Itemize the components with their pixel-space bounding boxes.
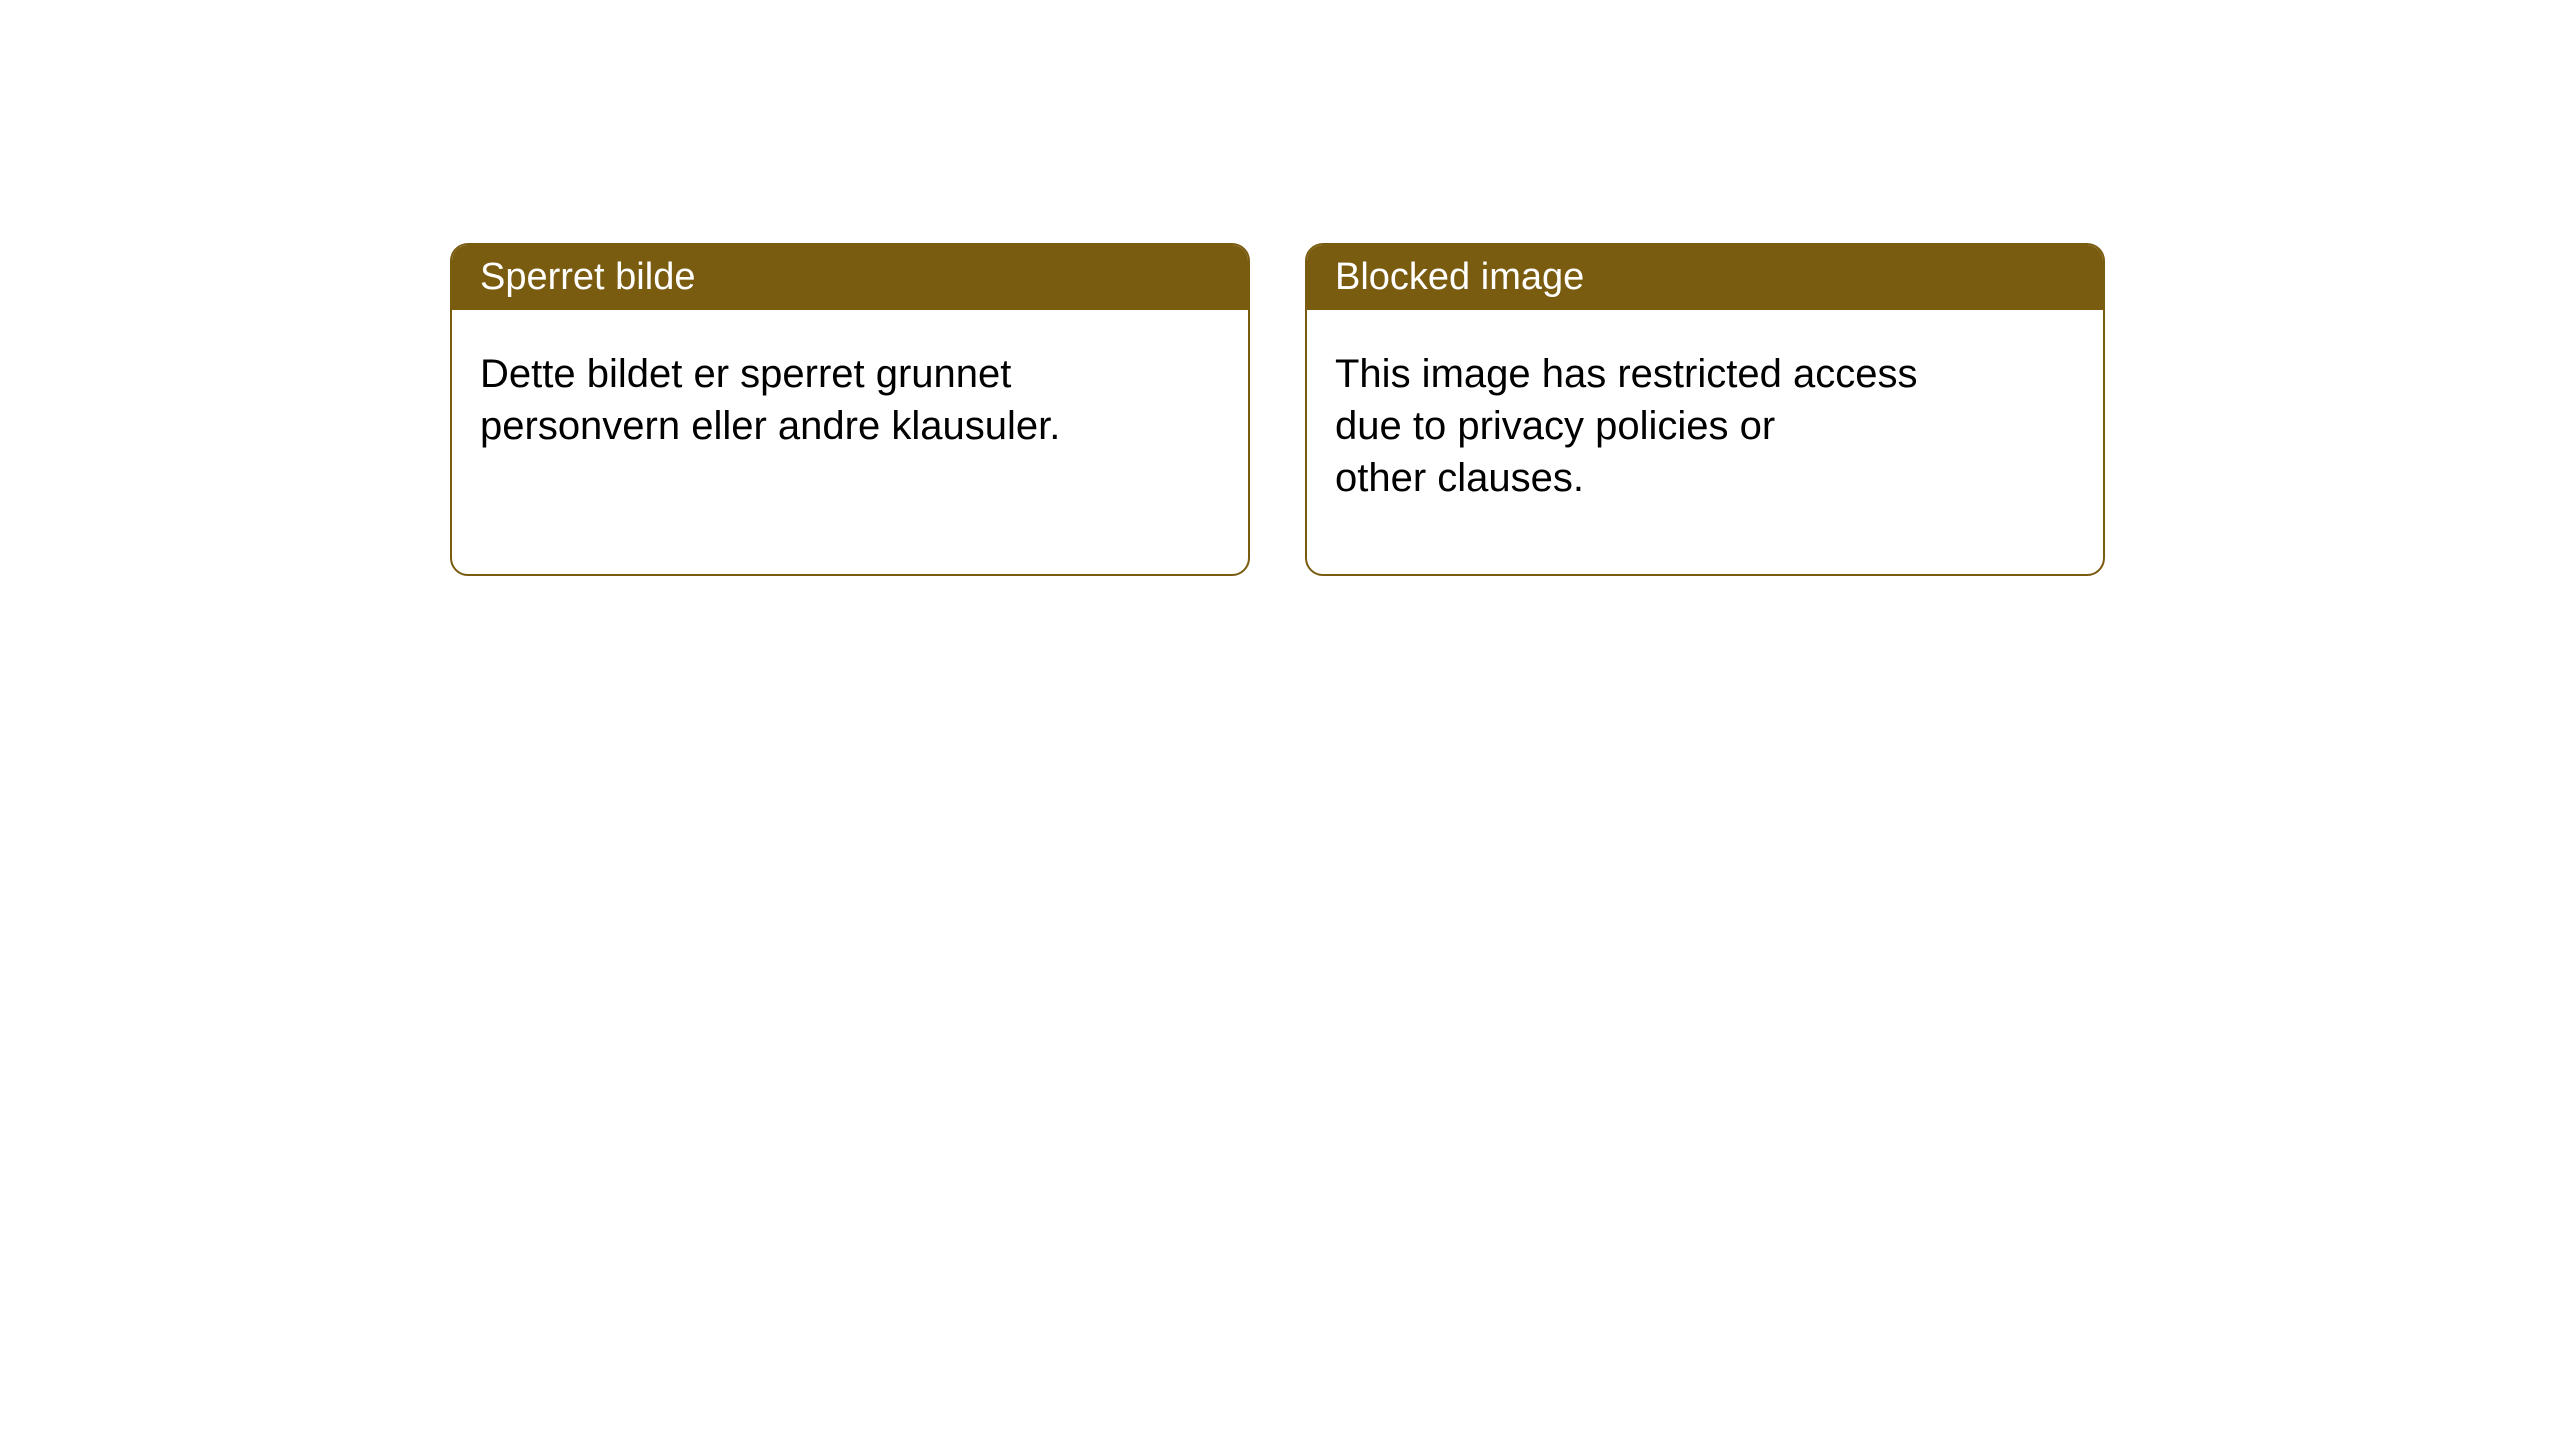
notice-card-no: Sperret bilde Dette bildet er sperret gr… bbox=[450, 243, 1250, 576]
notice-body-no: Dette bildet er sperret grunnet personve… bbox=[452, 310, 1248, 490]
notice-card-en: Blocked image This image has restricted … bbox=[1305, 243, 2105, 576]
notice-body-en: This image has restricted access due to … bbox=[1307, 310, 2103, 542]
notice-title-no: Sperret bilde bbox=[452, 245, 1248, 310]
notice-row: Sperret bilde Dette bildet er sperret gr… bbox=[0, 0, 2560, 576]
notice-title-en: Blocked image bbox=[1307, 245, 2103, 310]
